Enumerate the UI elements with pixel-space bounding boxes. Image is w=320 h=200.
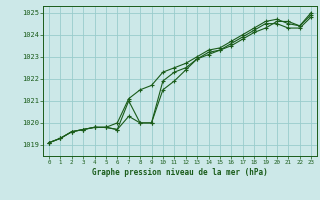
X-axis label: Graphe pression niveau de la mer (hPa): Graphe pression niveau de la mer (hPa): [92, 168, 268, 177]
